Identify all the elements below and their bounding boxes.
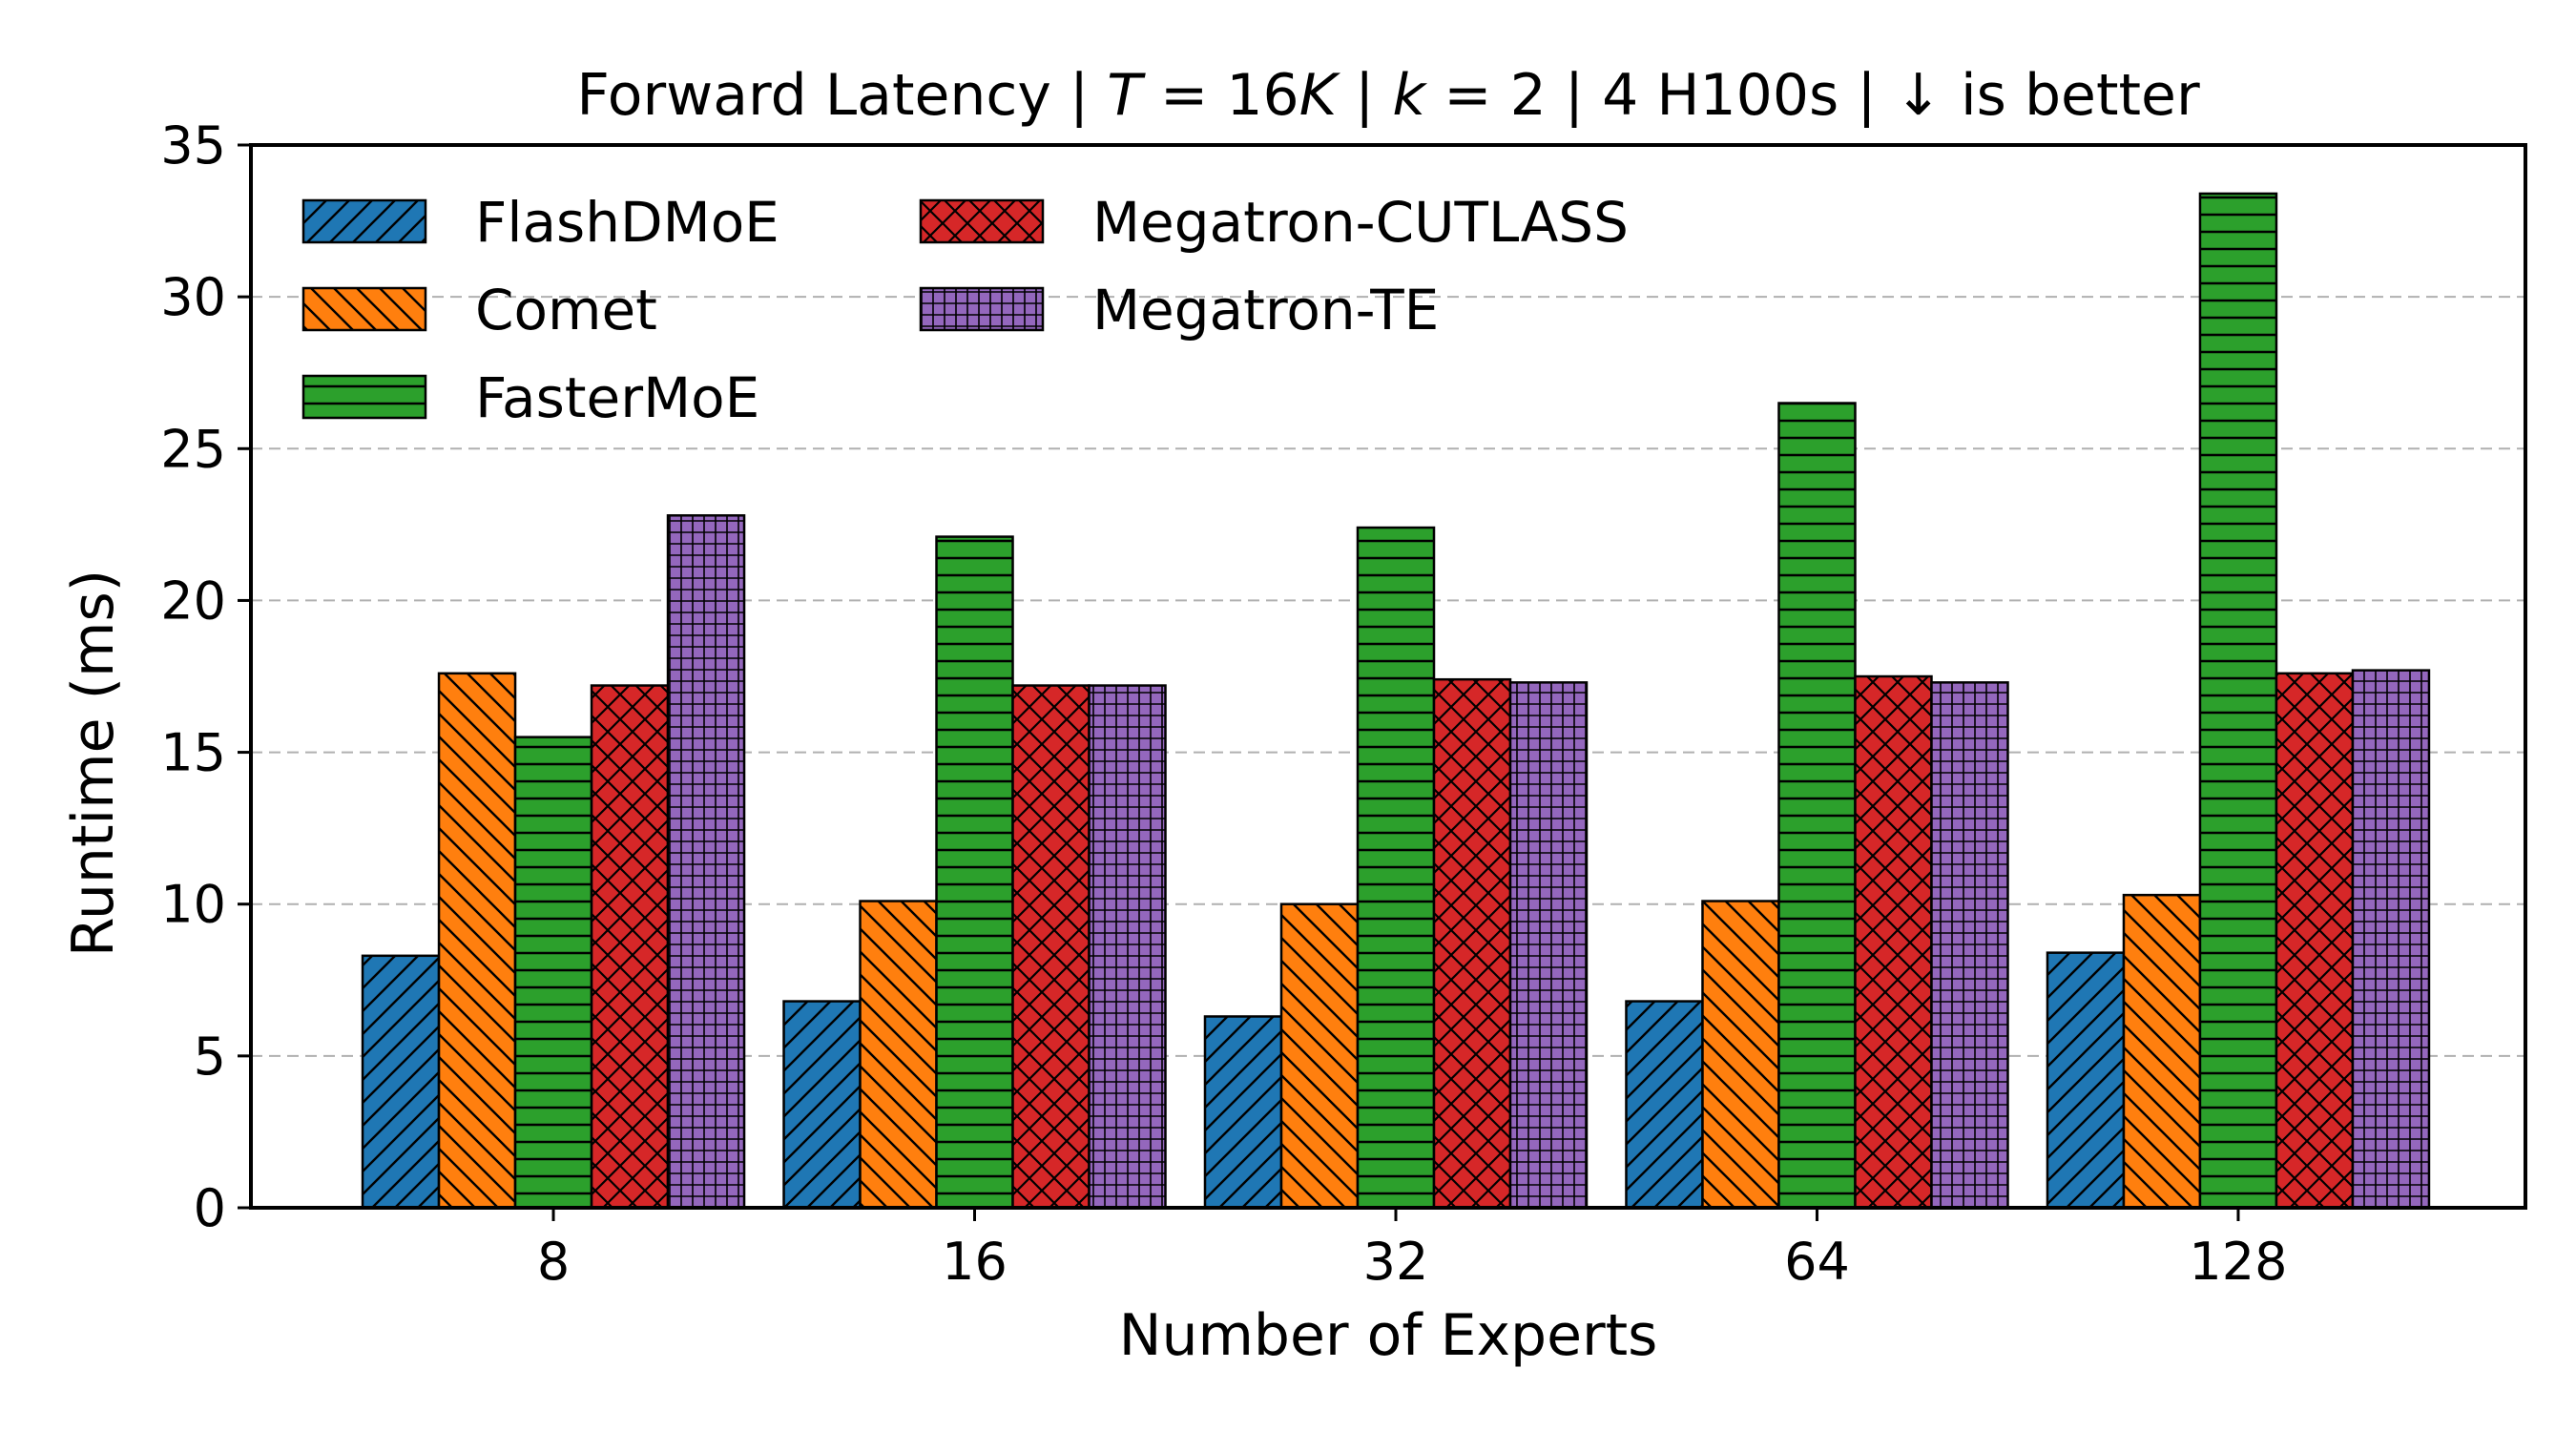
bar-hatch [782,1000,862,1210]
bar-hatch [361,954,441,1210]
x-axis-ticks: 8 16 32 64 128 [537,1208,2288,1292]
bar-hatch [1088,684,1167,1210]
bar-hatch [2351,669,2431,1210]
bar-hatch [1777,402,1857,1210]
legend: FlashDMoE Comet FasterMoE Megatron-CUTLASS M… [301,190,1629,430]
y-tick-label: 20 [160,570,226,631]
legend-label: FlashDMoE [475,190,779,255]
legend-label: Comet [475,278,657,342]
y-tick-label: 10 [160,875,226,935]
bar-hatch [1930,681,2009,1210]
bar-hatch [1279,902,1360,1210]
plot-frame [249,143,2527,1210]
bar-hatch [2122,893,2202,1210]
legend-swatch-hatch [919,286,1045,332]
bar-hatch [1011,684,1091,1210]
bar-hatch [2198,192,2278,1210]
bar-hatch [2275,672,2355,1210]
bar-hatch [1432,677,1512,1210]
y-tick-label: 25 [160,419,226,479]
bar-hatch [666,514,746,1210]
legend-label: FasterMoE [475,365,759,430]
legend-swatch-hatch [301,286,427,332]
y-tick-label: 15 [160,723,226,783]
bar-hatch [1356,526,1436,1210]
bar-hatch [1701,900,1780,1210]
legend-swatch-hatch [301,198,427,244]
x-axis-label: Number of Experts [1119,1302,1658,1369]
bar-hatch [859,900,938,1210]
legend-swatch-hatch [301,374,427,420]
bar-hatch [1203,1015,1283,1210]
bar-hatch [1508,681,1589,1210]
x-tick-label: 64 [1784,1232,1850,1292]
y-tick-label: 0 [194,1178,226,1238]
bar-hatch [437,672,517,1210]
legend-swatch-hatch [919,198,1045,244]
x-tick-label: 8 [537,1232,570,1292]
bar-hatch [590,684,670,1210]
x-tick-label: 128 [2189,1232,2287,1292]
y-tick-label: 30 [160,267,226,327]
bar-hatch [1854,674,1933,1210]
y-tick-label: 35 [160,115,226,176]
legend-label: Megatron-CUTLASS [1092,190,1629,255]
y-axis-label: Runtime (ms) [60,570,127,957]
bar-hatch [2046,951,2126,1210]
x-tick-label: 16 [942,1232,1008,1292]
bar-hatch [513,736,593,1210]
bars [361,192,2431,1210]
bar-hatch [1625,1000,1704,1210]
y-tick-label: 5 [194,1027,226,1087]
bar-hatch [935,535,1014,1210]
legend-label: Megatron-TE [1092,278,1439,342]
x-tick-label: 32 [1363,1232,1429,1292]
chart-title: Forward Latency | T = 16K | k = 2 | 4 H1… [576,62,2200,129]
y-axis-ticks: 0 5 10 15 20 25 30 35 [160,115,251,1238]
